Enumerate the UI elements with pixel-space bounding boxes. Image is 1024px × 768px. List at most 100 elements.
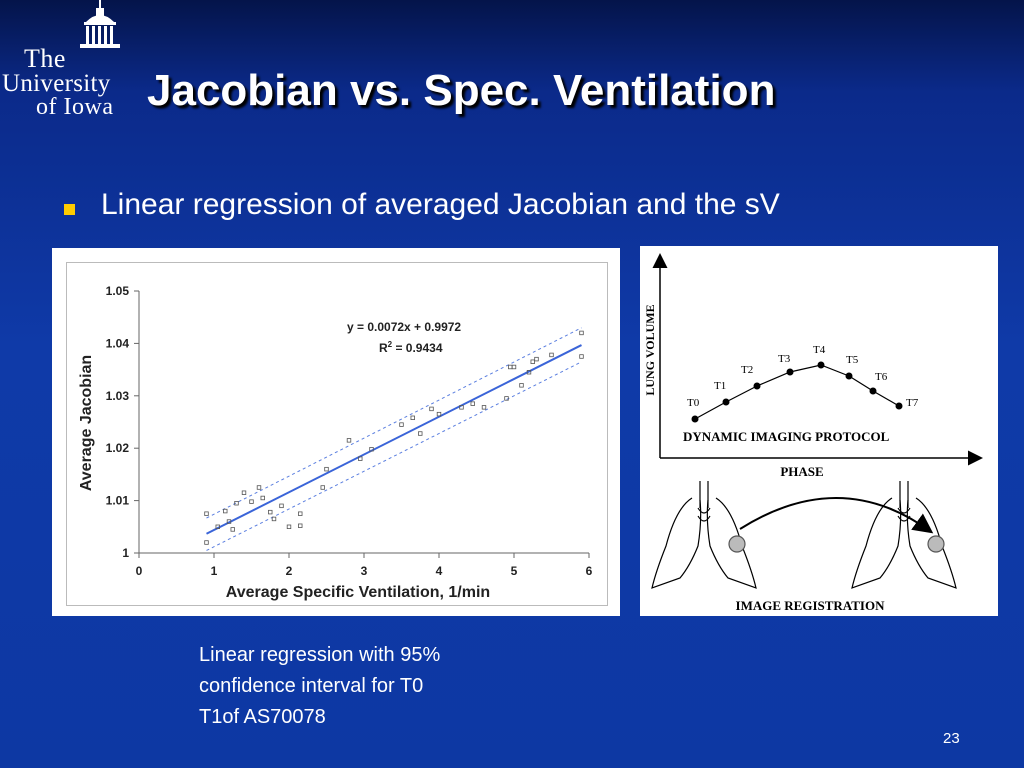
y-tick-label: 1.04 — [106, 336, 130, 350]
x-tick-label: 0 — [136, 564, 143, 578]
label-t5: T5 — [846, 354, 859, 366]
label-t7: T7 — [906, 397, 919, 409]
label-t4: T4 — [813, 344, 826, 356]
y-tick-label: 1.01 — [106, 494, 130, 508]
registration-arrow — [739, 497, 934, 534]
label-t2: T2 — [741, 364, 753, 376]
data-point — [459, 405, 464, 410]
data-point — [298, 511, 303, 516]
lung-volume-label: LUNG VOLUME — [643, 304, 657, 395]
phase-label: PHASE — [780, 464, 823, 479]
point-t4 — [817, 361, 825, 369]
bullet-text: Linear regression of averaged Jacobian a… — [101, 188, 780, 221]
data-point — [579, 354, 584, 359]
imaging-protocol-diagram: LUNG VOLUME PHASE DYNAMIC IMAGING PROTOC… — [640, 246, 998, 616]
point-t3 — [786, 368, 794, 376]
data-point — [481, 405, 487, 410]
chart-svg: 0 1 2 3 4 5 611.011.021.031.041.05 y = 0.0072x… — [78, 284, 593, 601]
x-tick-label: 5 — [511, 564, 518, 578]
logo-text-the: The — [24, 44, 66, 73]
point-t0 — [691, 415, 699, 423]
data-point — [549, 352, 554, 358]
data-point — [429, 406, 434, 412]
x-tick-label: 2 — [286, 564, 293, 578]
data-point — [298, 523, 303, 528]
protocol-diagram-svg: LUNG VOLUME PHASE DYNAMIC IMAGING PROTOC… — [643, 253, 983, 613]
data-point — [279, 503, 284, 509]
data-point — [241, 490, 247, 495]
university-logo: The University of Iowa — [0, 0, 130, 125]
data-point — [256, 485, 262, 490]
data-point — [410, 415, 415, 421]
x-axis-label: Average Specific Ventilation, 1/min — [226, 584, 490, 601]
data-point — [215, 524, 220, 529]
data-point — [436, 411, 442, 417]
data-point — [249, 499, 254, 504]
y-tick-label: 1.02 — [106, 441, 130, 455]
label-t0: T0 — [687, 397, 700, 409]
label-t3: T3 — [778, 353, 791, 365]
page-number: 23 — [943, 730, 960, 747]
y-axis-label: Average Jacobian — [78, 355, 95, 491]
y-tick-label: 1.03 — [106, 389, 130, 403]
label-t6: T6 — [875, 371, 888, 383]
data-point — [234, 501, 239, 506]
data-point — [530, 359, 535, 364]
chart-frame: 0 1 2 3 4 5 6 1 1.01 1.02 1.03 1.04 1.05 y = 0.0072x… — [66, 262, 608, 606]
data-point — [346, 438, 352, 443]
data-point — [204, 511, 209, 516]
data-point — [508, 364, 513, 370]
slide-title: Jacobian vs. Spec. Ventilation — [147, 66, 776, 115]
regression-equation: y = 0.0072x + 0.9972 — [347, 320, 461, 334]
y-tick-label: 1 — [122, 546, 129, 560]
caption-line-2: confidence interval for T0 — [199, 675, 424, 697]
regression-line — [206, 344, 582, 535]
data-point — [286, 524, 292, 529]
data-point — [369, 447, 374, 452]
regression-chart: 0 1 2 3 4 5 6 1 1.01 1.02 1.03 1.04 1.05 y = 0.0072x… — [52, 248, 620, 616]
x-tick-label: 4 — [436, 564, 443, 578]
data-point — [534, 356, 539, 362]
data-point — [579, 330, 584, 336]
x-tick-label: 6 — [586, 564, 593, 578]
upper-confidence-line — [206, 327, 582, 519]
left-lung-image — [651, 481, 757, 589]
figure-caption: Linear regression with 95% confidence in… — [199, 640, 529, 733]
data-point — [226, 519, 232, 524]
right-lung-image — [851, 481, 957, 589]
data-point — [470, 401, 475, 406]
r-squared-label: R2 = 0.9434 — [379, 340, 443, 355]
data-point — [320, 485, 325, 490]
point-t5 — [845, 372, 853, 380]
lung-volume-curve — [694, 364, 900, 420]
data-point — [526, 370, 532, 375]
data-point — [324, 466, 329, 472]
label-t1: T1 — [714, 380, 726, 392]
x-tick-label: 3 — [361, 564, 368, 578]
data-point — [271, 516, 277, 522]
lower-confidence-line — [206, 361, 582, 551]
registration-label: IMAGE REGISTRATION — [736, 598, 886, 613]
data-point — [204, 540, 209, 545]
logo-text-of-iowa: of Iowa — [36, 94, 114, 120]
data-point — [511, 364, 517, 370]
bullet-marker — [64, 204, 75, 215]
point-t2 — [753, 382, 761, 390]
data-point — [358, 456, 363, 461]
data-point — [504, 396, 509, 401]
protocol-label: DYNAMIC IMAGING PROTOCOL — [683, 429, 890, 444]
point-t7 — [895, 402, 903, 410]
point-t6 — [869, 387, 877, 395]
caption-line-1: Linear regression with 95% — [199, 644, 441, 666]
data-point — [268, 509, 273, 515]
data-point — [418, 431, 423, 436]
data-point — [223, 508, 228, 514]
data-point — [260, 495, 265, 501]
data-point — [399, 422, 404, 427]
old-capitol-icon — [80, 0, 120, 48]
time-points: T0 T1 T2 T3 T4 T5 T6 T7 — [687, 344, 919, 423]
logo-text-university: University — [2, 70, 111, 97]
caption-line-3: T1of AS70078 — [199, 706, 326, 728]
data-point — [230, 527, 235, 532]
